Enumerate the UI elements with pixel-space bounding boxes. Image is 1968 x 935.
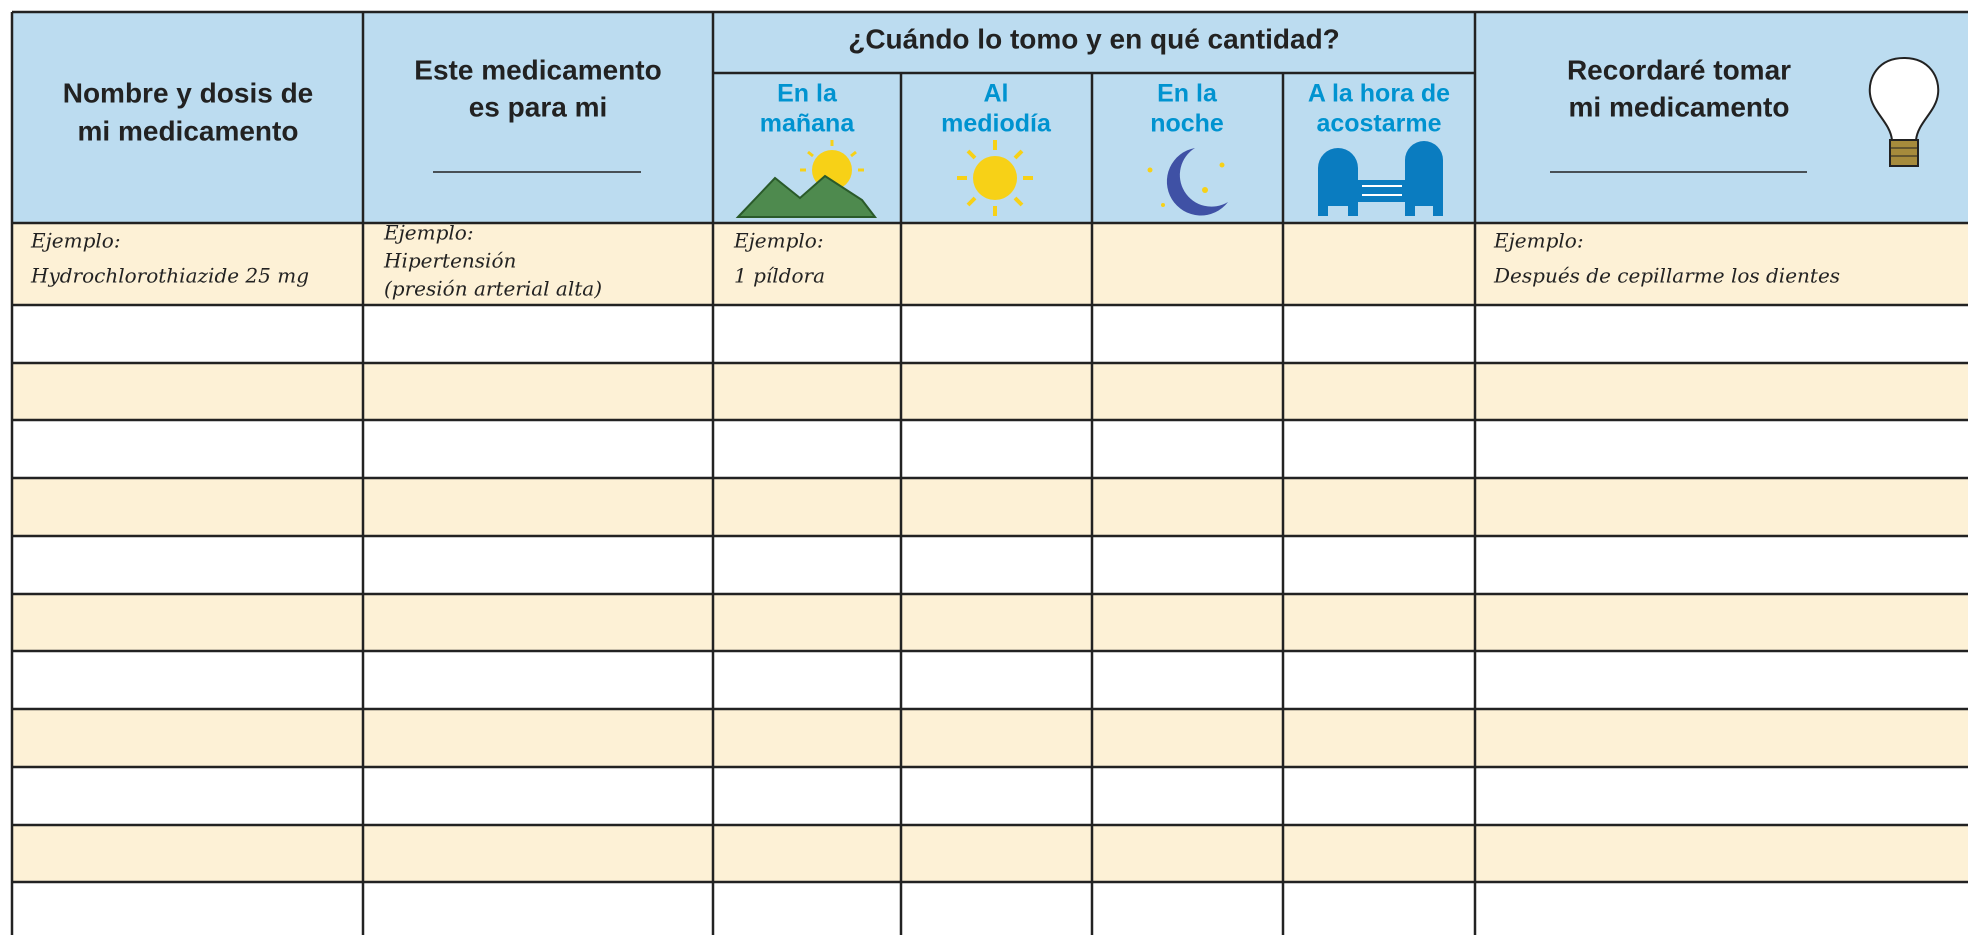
time-label: En la: [1157, 80, 1218, 108]
row-bg: [12, 594, 1968, 651]
bulb-icon: [1868, 56, 1940, 167]
icons: [735, 56, 1940, 218]
example-morning: 1 píldora: [734, 264, 825, 288]
header-when: ¿Cuándo lo tomo y en qué cantidad?: [848, 23, 1340, 54]
row-bg: [12, 363, 1968, 420]
time-label: mañana: [760, 110, 856, 138]
example-reminder: Ejemplo:: [1493, 229, 1584, 253]
row-bg: [12, 825, 1968, 882]
example-name: Ejemplo:: [30, 229, 121, 253]
example-name: Hydrochlorothiazide 25 mg: [30, 264, 309, 288]
time-label: Al: [984, 80, 1009, 108]
row-bg: [12, 709, 1968, 767]
morning-icon: [735, 140, 878, 218]
header-purpose: Este medicamento: [414, 54, 661, 85]
header-purpose: es para mi: [469, 91, 608, 122]
row-bg: [12, 478, 1968, 536]
example-purpose: Hipertensión: [383, 249, 516, 273]
example-purpose: Ejemplo:: [383, 221, 474, 245]
header-name: Nombre y dosis de: [63, 77, 314, 108]
backgrounds: [12, 12, 1968, 882]
example-bg: [12, 223, 1968, 305]
header-text: Nombre y dosis de mi medicamento Este me…: [63, 23, 1807, 173]
example-text: Ejemplo: Hydrochlorothiazide 25 mg Ejemp…: [30, 221, 1840, 301]
example-reminder: Después de cepillarme los dientes: [1493, 264, 1840, 288]
example-morning: Ejemplo:: [733, 229, 824, 253]
header-reminder: mi medicamento: [1569, 91, 1790, 122]
bedtime-icon: [1318, 141, 1443, 216]
time-label: En la: [777, 80, 838, 108]
time-label: acostarme: [1316, 110, 1441, 138]
grid: [10, 10, 1968, 935]
night-icon: [1147, 148, 1228, 216]
noon-icon: [957, 140, 1033, 216]
header-reminder: Recordaré tomar: [1567, 54, 1791, 85]
time-label: A la hora de: [1308, 80, 1450, 108]
time-label: mediodía: [941, 110, 1052, 138]
example-purpose: (presión arterial alta): [384, 277, 602, 301]
header-name: mi medicamento: [78, 115, 299, 146]
time-label: noche: [1150, 110, 1224, 138]
